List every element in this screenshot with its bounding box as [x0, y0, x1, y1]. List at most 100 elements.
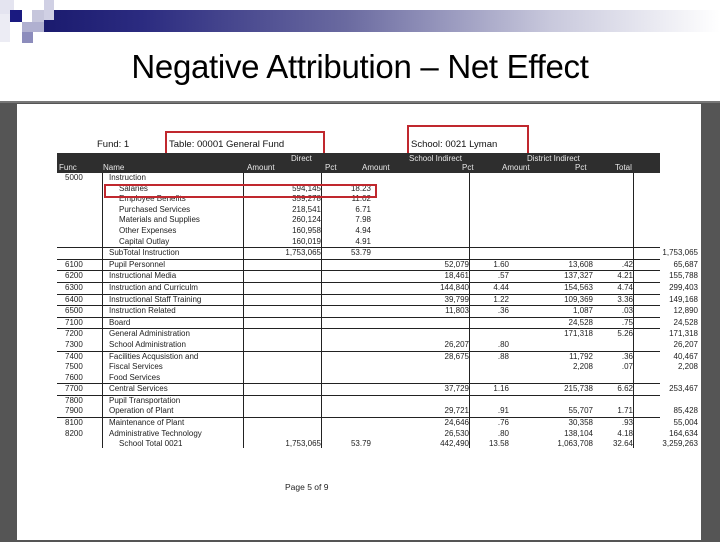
group-header-direct: Direct: [291, 154, 312, 163]
table-row: 6300 Instruction and Curriculm 144,840 4.44…: [57, 281, 698, 294]
name-cell: School Administration: [109, 339, 186, 349]
total-cell: 40,467: [673, 351, 698, 361]
district-amount-cell: 1,063,708: [557, 439, 593, 449]
school-amount-cell: 442,490: [440, 439, 469, 449]
school-pct-cell: 13.58: [488, 439, 509, 449]
school-pct-cell: .80: [497, 428, 509, 438]
table-row: 6100 Pupil Personnel 52,079 1.60 13,608 .42 65…: [57, 258, 698, 271]
total-cell: 65,687: [673, 259, 698, 269]
total-cell: 85,428: [673, 406, 698, 416]
func-cell: 7200: [65, 329, 83, 339]
table-row: 7500 Fiscal Services 2,208 .07 2,208: [57, 362, 698, 373]
col-func: Func: [59, 163, 77, 172]
total-cell: 2,208: [677, 362, 698, 372]
decor-square: [32, 10, 44, 22]
total-cell: 149,168: [669, 294, 698, 304]
group-header-school-indirect: School Indirect: [409, 154, 462, 163]
direct-pct-cell: 6.71: [355, 204, 371, 214]
name-cell: Facilities Acqusistion and: [109, 351, 199, 361]
column-divider: [102, 173, 103, 448]
direct-amount-cell: 359,278: [292, 194, 321, 204]
name-cell: SubTotal Instruction: [109, 248, 180, 258]
direct-amount-cell: 594,145: [292, 183, 321, 193]
school-amount-cell: 18,461: [444, 271, 469, 281]
total-cell: 299,403: [669, 282, 698, 292]
name-cell: Capital Outlay: [119, 236, 170, 246]
func-cell: 7800: [65, 395, 83, 405]
report-page: Fund: 1 Table: 00001 General Fund School…: [17, 104, 701, 540]
func-cell: 6100: [65, 259, 83, 269]
col-school-pct: Pct: [462, 163, 474, 172]
col-district-pct: Pct: [575, 163, 587, 172]
func-cell: 6500: [65, 306, 83, 316]
table-row: Purchased Services 218,541 6.71: [57, 205, 660, 216]
table-row: 7600 Food Services: [57, 373, 660, 384]
district-amount-cell: 13,608: [568, 259, 593, 269]
district-amount-cell: 24,528: [568, 317, 593, 327]
column-divider: [469, 173, 470, 448]
district-amount-cell: 215,738: [564, 384, 593, 394]
direct-amount-cell: 160,958: [292, 225, 321, 235]
table-row: 7200 General Administration 171,318 5.26 171…: [57, 328, 698, 340]
page-footer: Page 5 of 9: [285, 482, 329, 492]
table-row: 8200 Administrative Technology 26,530 .80 13…: [57, 428, 698, 440]
decor-square: [44, 0, 54, 20]
col-name: Name: [103, 163, 125, 172]
name-cell: Administrative Technology: [109, 428, 202, 438]
school-amount-cell: 144,840: [440, 282, 469, 292]
district-pct-cell: .42: [621, 259, 633, 269]
district-pct-cell: .36: [621, 351, 633, 361]
func-cell: 6200: [65, 271, 83, 281]
decor-square: [22, 22, 44, 32]
district-amount-cell: 30,358: [568, 418, 593, 428]
total-cell: 253,467: [669, 384, 698, 394]
name-cell: Instruction: [109, 173, 146, 182]
direct-pct-cell: 4.94: [355, 225, 371, 235]
table-row: 6200 Instructional Media 18,461 .57 137,327 4…: [57, 270, 698, 282]
title-gradient-bar: [40, 10, 720, 32]
district-pct-cell: 32.64: [612, 439, 633, 449]
table-row: 8100 Maintenance of Plant 24,646 .76 30,358.…: [57, 417, 698, 429]
table-row: 5000 Instruction: [57, 173, 660, 184]
func-cell: 7300: [65, 339, 83, 349]
district-amount-cell: 171,318: [564, 329, 593, 339]
district-amount-cell: 109,369: [564, 294, 593, 304]
name-cell: Board: [109, 317, 131, 327]
name-cell: Food Services: [109, 372, 161, 382]
school-pct-cell: 1.60: [493, 259, 509, 269]
table-row: 7400 Facilities Acqusistion and 28,675 .88 1…: [57, 350, 698, 363]
direct-amount-cell: 218,541: [292, 204, 321, 214]
district-pct-cell: 6.62: [617, 384, 633, 394]
table-row: 6500 Instruction Related 11,803 .36 1,087 .03…: [57, 305, 698, 317]
func-cell: 7600: [65, 372, 83, 382]
school-pct-cell: .76: [497, 418, 509, 428]
total-cell: 171,318: [669, 329, 698, 339]
school-amount-cell: 52,079: [444, 259, 469, 269]
name-cell: Fiscal Services: [109, 362, 163, 372]
district-pct-cell: .03: [621, 306, 633, 316]
direct-pct-cell: 7.98: [355, 215, 371, 225]
func-cell: 6400: [65, 294, 83, 304]
direct-pct-cell: 11.02: [351, 194, 371, 204]
district-amount-cell: 1,087: [572, 306, 593, 316]
direct-amount-cell: 1,753,065: [285, 439, 321, 449]
func-cell: 8100: [65, 418, 83, 428]
direct-pct-cell: 53.79: [350, 248, 371, 258]
report-table: 5000 Instruction Salaries 594,145 18.23 Emplo…: [57, 173, 698, 450]
decor-square: [10, 10, 22, 22]
table-row: 7900 Operation of Plant 29,721 .91 55,707 1.7…: [57, 406, 698, 417]
direct-pct-cell: 53.79: [350, 439, 371, 449]
name-cell: Instruction and Curriculm: [109, 282, 198, 292]
name-cell: Salaries: [119, 183, 148, 193]
school-pct-cell: 1.16: [493, 384, 509, 394]
school-pct-cell: .36: [497, 306, 509, 316]
school-amount-cell: 24,646: [444, 418, 469, 428]
name-cell: General Administration: [109, 329, 190, 339]
name-cell: Instruction Related: [109, 306, 176, 316]
name-cell: Employee Benefits: [119, 194, 186, 204]
district-amount-cell: 154,563: [564, 282, 593, 292]
table-row: Other Expenses 160,958 4.94: [57, 226, 660, 237]
district-pct-cell: .07: [621, 362, 633, 372]
total-cell: 12,890: [673, 306, 698, 316]
name-cell: Materials and Supplies: [119, 215, 200, 225]
